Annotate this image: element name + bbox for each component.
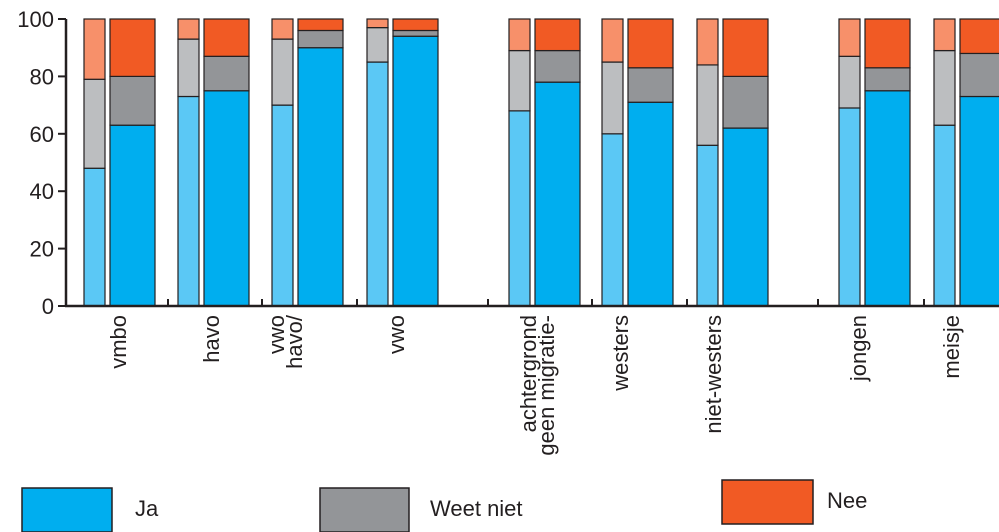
bar-segment-weet_niet-3-2 xyxy=(297,29,344,49)
bar-segment-nee-3-1 xyxy=(271,18,294,40)
category-label-4: vwo xyxy=(384,315,409,354)
category-label-line: westers xyxy=(608,315,633,392)
bars-layer xyxy=(83,18,999,307)
category-label-1: vmbo xyxy=(106,315,131,369)
bar-segment-weet_niet-4-1 xyxy=(366,27,389,63)
bar-segment-ja-1-2 xyxy=(109,124,156,307)
bar-segment-ja-5-2 xyxy=(534,81,581,307)
y-tick-label-0: 0 xyxy=(42,294,54,319)
category-label-2: havo xyxy=(199,315,224,363)
y-tick-label-20: 20 xyxy=(30,237,54,262)
bar-segment-ja-4-1 xyxy=(366,61,389,307)
bar-segment-ja-6-1 xyxy=(601,133,624,307)
legend: Ja Weet niet Nee xyxy=(21,479,867,532)
category-label-line: achtergrond xyxy=(516,315,541,432)
bar-segment-nee-5-2 xyxy=(534,18,581,52)
y-tick-label-80: 80 xyxy=(30,64,54,89)
bar-segment-weet_niet-6-1 xyxy=(601,61,624,135)
bar-segment-nee-6-2 xyxy=(627,18,674,69)
category-label-line: havo xyxy=(199,315,224,363)
bar-segment-nee-4-1 xyxy=(366,18,389,29)
bar-segment-ja-7-2 xyxy=(722,127,769,307)
bar-segment-weet_niet-8-1 xyxy=(838,55,861,109)
bar-segment-weet_niet-5-1 xyxy=(508,49,531,112)
bar-segment-nee-2-1 xyxy=(177,18,200,40)
bar-segment-nee-3-2 xyxy=(297,18,344,32)
category-label-line: meisje xyxy=(939,315,964,379)
bar-segment-nee-8-2 xyxy=(864,18,911,69)
bar-segment-nee-9-2 xyxy=(959,18,999,55)
bar-segment-weet_niet-9-1 xyxy=(933,49,956,126)
bar-segment-ja-1-1 xyxy=(83,167,106,307)
bar-segment-ja-6-2 xyxy=(627,101,674,307)
category-label-line: niet-westers xyxy=(701,315,726,434)
category-label-7: niet-westers xyxy=(701,315,726,434)
category-label-line: geen migratie- xyxy=(534,315,559,456)
bar-segment-ja-9-2 xyxy=(959,95,999,307)
legend-swatch-weet_niet xyxy=(319,487,410,532)
bar-segment-ja-4-2 xyxy=(392,35,439,307)
legend-swatch-ja xyxy=(21,487,113,532)
bar-segment-nee-2-2 xyxy=(203,18,250,57)
bar-segment-ja-7-1 xyxy=(696,144,719,307)
category-label-line: havo/ xyxy=(282,314,307,369)
bar-segment-nee-5-1 xyxy=(508,18,531,52)
bar-segment-nee-6-1 xyxy=(601,18,624,63)
legend-label-nee: Nee xyxy=(827,488,867,513)
category-label-8: jongen xyxy=(846,315,871,382)
category-label-line: vmbo xyxy=(106,315,131,369)
bar-segment-nee-7-1 xyxy=(696,18,719,66)
category-label-line: jongen xyxy=(846,315,871,382)
bar-segment-weet_niet-2-1 xyxy=(177,38,200,98)
bar-segment-weet_niet-2-2 xyxy=(203,55,250,92)
bar-segment-weet_niet-8-2 xyxy=(864,67,911,92)
bar-segment-nee-9-1 xyxy=(933,18,956,52)
bar-segment-weet_niet-5-2 xyxy=(534,49,581,83)
bar-segment-weet_niet-3-1 xyxy=(271,38,294,106)
category-label-line: vwo xyxy=(384,315,409,354)
axes-layer xyxy=(58,18,999,308)
bar-segment-ja-3-2 xyxy=(297,47,344,307)
bar-segment-weet_niet-7-2 xyxy=(722,75,769,129)
category-label-9: meisje xyxy=(939,315,964,379)
category-label-6: westers xyxy=(608,315,633,392)
bar-segment-ja-2-1 xyxy=(177,95,200,307)
y-tick-label-100: 100 xyxy=(17,7,54,32)
y-tick-label-40: 40 xyxy=(30,179,54,204)
y-tick-label-60: 60 xyxy=(30,122,54,147)
bar-segment-ja-5-1 xyxy=(508,110,531,307)
bar-segment-nee-8-1 xyxy=(838,18,861,57)
bar-segment-weet_niet-1-1 xyxy=(83,78,106,169)
bar-segment-ja-8-1 xyxy=(838,107,861,307)
legend-label-ja: Ja xyxy=(135,496,159,521)
bar-segment-nee-1-1 xyxy=(83,18,106,80)
bar-segment-weet_niet-6-2 xyxy=(627,67,674,103)
bar-segment-ja-8-2 xyxy=(864,90,911,307)
bar-segment-ja-3-1 xyxy=(271,104,294,307)
bar-segment-weet_niet-9-2 xyxy=(959,52,999,98)
bar-segment-nee-4-2 xyxy=(392,18,439,32)
bar-segment-nee-7-2 xyxy=(722,18,769,78)
bar-segment-weet_niet-7-1 xyxy=(696,64,719,146)
legend-swatch-nee xyxy=(721,479,814,525)
bar-segment-ja-2-2 xyxy=(203,90,250,307)
bar-segment-weet_niet-4-2 xyxy=(392,29,439,37)
legend-label-weet_niet: Weet niet xyxy=(430,496,523,521)
bar-segment-ja-9-1 xyxy=(933,124,956,307)
category-label-5: geen migratie-achtergrond xyxy=(516,315,559,456)
bar-segment-weet_niet-1-2 xyxy=(109,75,156,126)
category-label-3: havo/vwo xyxy=(264,314,307,369)
category-label-line: vwo xyxy=(264,315,289,354)
bar-segment-nee-1-2 xyxy=(109,18,156,78)
